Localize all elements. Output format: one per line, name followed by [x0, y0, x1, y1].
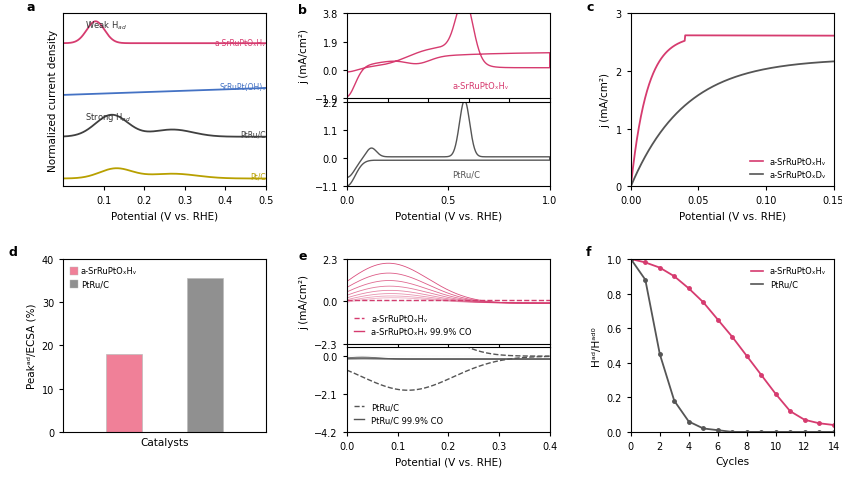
Legend: a-SrRuPtOₓHᵥ, PtRu/C: a-SrRuPtOₓHᵥ, PtRu/C	[67, 264, 141, 292]
Y-axis label: j (mA/cm²): j (mA/cm²)	[299, 274, 309, 329]
X-axis label: Potential (V vs. RHE): Potential (V vs. RHE)	[395, 212, 502, 221]
Text: PtRu/C: PtRu/C	[241, 130, 266, 139]
Legend: a-SrRuPtOₓHᵥ, a-SrRuPtOₓDᵥ: a-SrRuPtOₓHᵥ, a-SrRuPtOₓDᵥ	[747, 154, 829, 183]
Text: Weak H$_{ad}$: Weak H$_{ad}$	[85, 19, 127, 32]
Text: e: e	[298, 249, 306, 262]
X-axis label: Catalysts: Catalysts	[141, 438, 189, 447]
Y-axis label: Hᵃᵈ/Hᵃᵈ⁰: Hᵃᵈ/Hᵃᵈ⁰	[591, 326, 601, 366]
Y-axis label: j (mA/cm²): j (mA/cm²)	[299, 29, 309, 84]
Bar	[187, 279, 223, 432]
Text: a-SrRuPtOₓHᵥ: a-SrRuPtOₓHᵥ	[452, 82, 509, 91]
Text: c: c	[586, 0, 594, 13]
Text: d: d	[8, 246, 18, 259]
X-axis label: Potential (V vs. RHE): Potential (V vs. RHE)	[679, 212, 786, 221]
Text: Pt/C: Pt/C	[250, 172, 266, 181]
Y-axis label: Normalized current density: Normalized current density	[48, 30, 57, 171]
X-axis label: Cycles: Cycles	[715, 456, 749, 467]
Y-axis label: j (mA/cm²): j (mA/cm²)	[600, 73, 610, 128]
Legend: a-SrRuPtOₓHᵥ, a-SrRuPtOₓHᵥ 99.9% CO: a-SrRuPtOₓHᵥ, a-SrRuPtOₓHᵥ 99.9% CO	[351, 311, 475, 340]
Bar	[106, 354, 142, 432]
Text: SrRuPt(OH)ₓ: SrRuPt(OH)ₓ	[219, 84, 266, 92]
Legend: a-SrRuPtOₓHᵥ, PtRu/C: a-SrRuPtOₓHᵥ, PtRu/C	[747, 264, 829, 292]
Text: b: b	[298, 4, 307, 17]
X-axis label: Potential (V vs. RHE): Potential (V vs. RHE)	[395, 456, 502, 467]
Text: Strong H$_{ad}$: Strong H$_{ad}$	[85, 110, 131, 123]
Text: PtRu/C: PtRu/C	[452, 170, 481, 179]
Text: f: f	[586, 246, 592, 259]
X-axis label: Potential (V vs. RHE): Potential (V vs. RHE)	[111, 212, 218, 221]
Legend: PtRu/C, PtRu/C 99.9% CO: PtRu/C, PtRu/C 99.9% CO	[351, 399, 446, 428]
Y-axis label: Peakᵃᵈ/ECSA (%): Peakᵃᵈ/ECSA (%)	[26, 303, 36, 388]
Text: a-SrRuPtOₓHᵥ: a-SrRuPtOₓHᵥ	[215, 39, 266, 48]
Text: a: a	[27, 0, 35, 13]
